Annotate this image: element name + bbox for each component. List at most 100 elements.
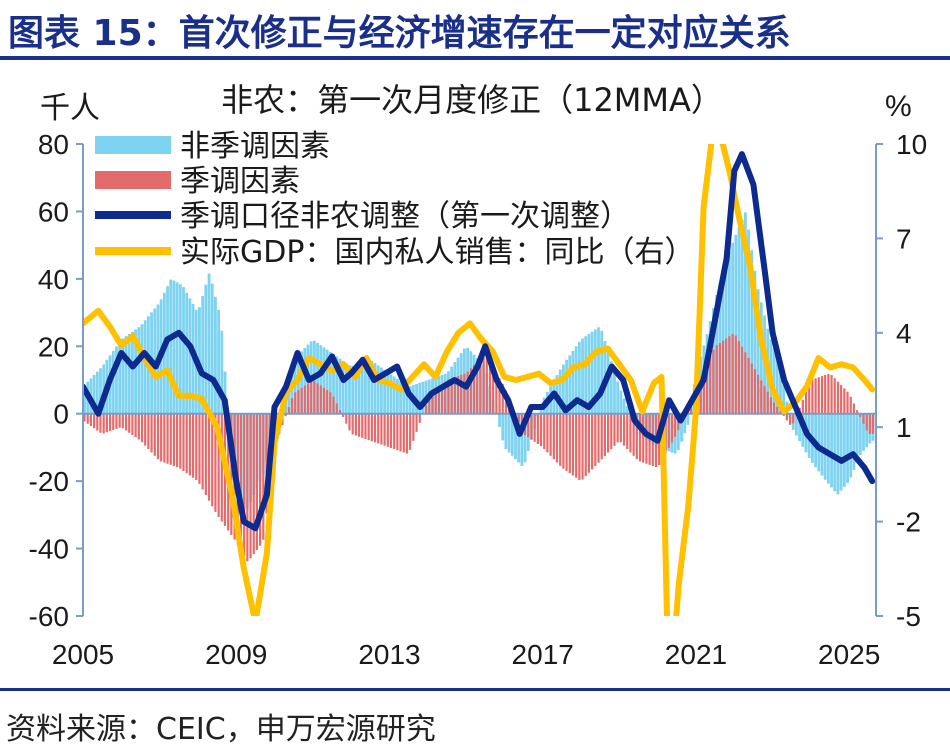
bar-nsa (357, 363, 361, 414)
bar-nsa (364, 361, 367, 414)
bar-sa (124, 413, 128, 431)
bar-sa (338, 410, 342, 414)
bar-sa (160, 413, 163, 462)
bar-nsa (514, 413, 517, 460)
bar-sa (616, 413, 619, 443)
bar-sa (638, 413, 642, 462)
y-axis-left-label: 千人 (40, 91, 100, 126)
bar-nsa (332, 354, 335, 414)
legend-swatch (95, 136, 171, 154)
bar-nsa (587, 333, 591, 414)
bar-nsa (182, 287, 185, 414)
bar-sa (718, 342, 721, 414)
bar-nsa (724, 259, 728, 414)
x-tick-label: 2017 (512, 639, 574, 670)
bar-sa (156, 413, 160, 460)
bar-sa (377, 413, 380, 444)
bar-sa (370, 413, 373, 442)
y-tick-label-right: -2 (896, 507, 921, 538)
bar-nsa (823, 413, 827, 480)
bar-sa (760, 380, 763, 414)
bar-nsa (609, 361, 613, 414)
bar-sa (294, 392, 297, 414)
bar-nsa (328, 351, 332, 414)
bar-sa (479, 358, 482, 414)
bar-sa (306, 383, 310, 414)
bar-nsa (220, 330, 224, 414)
bar-nsa (507, 413, 511, 453)
bar-sa (492, 366, 495, 414)
bar-sa (297, 390, 300, 414)
bar-sa (332, 396, 335, 414)
bar-nsa (590, 331, 594, 414)
bar-nsa (756, 289, 760, 414)
bar-sa (721, 340, 725, 414)
bar-sa (128, 413, 131, 433)
bar-sa (265, 413, 268, 514)
bar-nsa (137, 327, 141, 414)
bar-sa (405, 413, 409, 454)
bar-nsa (210, 283, 214, 414)
bar-nsa (680, 413, 683, 442)
legend-label: 季调口径非农调整（第一次调整） (180, 199, 630, 234)
bar-nsa (836, 413, 840, 495)
bar-sa (645, 413, 648, 464)
header: 图表 15：首次修正与经济增速存在一定对应关系 (0, 0, 950, 60)
bar-nsa (201, 295, 205, 414)
bar-nsa (143, 320, 147, 414)
bar-sa (239, 413, 243, 551)
bar-sa (824, 374, 827, 414)
legend-swatch (95, 171, 171, 189)
bar-sa (597, 413, 600, 463)
bar-nsa (798, 413, 802, 442)
bar-nsa (565, 359, 568, 414)
bar-sa (856, 410, 859, 414)
y-axis-right: -5 -2 1 4 7 10 (875, 129, 927, 632)
bar-nsa (574, 346, 578, 414)
bar-sa (571, 413, 575, 476)
bar-sa (367, 413, 370, 441)
bar-nsa (619, 390, 623, 414)
bar-sa (115, 413, 118, 429)
bar-sa (319, 385, 322, 414)
bar-sa (444, 381, 447, 414)
bar-nsa (753, 270, 757, 414)
bar-sa (766, 391, 769, 414)
bar-sa (843, 388, 846, 414)
bar-sa (808, 384, 811, 414)
bar-sa (773, 402, 776, 414)
bar-nsa (166, 286, 169, 414)
bar-sa (619, 413, 622, 443)
bar-sa (501, 383, 504, 414)
bar-nsa (121, 338, 125, 414)
bar-nsa (817, 413, 821, 472)
y-tick-label-left: 60 (38, 196, 69, 227)
bar-sa (326, 390, 329, 414)
bar-nsa (348, 365, 351, 414)
line-series-sa-revision (83, 151, 876, 532)
bar-sa (303, 385, 306, 414)
bar-sa (613, 413, 616, 446)
bar-nsa (322, 347, 326, 414)
bar-sa (533, 413, 536, 442)
bar-sa (562, 413, 565, 469)
legend-label: 非季调因素 (180, 129, 330, 164)
bar-sa (827, 373, 830, 414)
bar-sa (428, 398, 431, 414)
bar-sa (715, 345, 718, 414)
bar-nsa (558, 369, 562, 414)
y-tick-label-left: -40 (29, 534, 69, 565)
x-tick-label: 2013 (358, 639, 420, 670)
bar-sa (418, 413, 421, 423)
bar-nsa (178, 284, 182, 414)
legend-label: 季调因素 (180, 164, 300, 199)
bar-nsa (820, 413, 824, 476)
figure-title: 图表 15：首次修正与经济增速存在一定对应关系 (8, 13, 791, 54)
bar-sa (380, 413, 383, 445)
bar-nsa (584, 336, 588, 414)
bar-nsa (683, 413, 687, 434)
bar-sa (96, 413, 99, 431)
bar-sa (179, 413, 182, 469)
bar-nsa (625, 406, 629, 414)
bar-sa (737, 341, 741, 414)
